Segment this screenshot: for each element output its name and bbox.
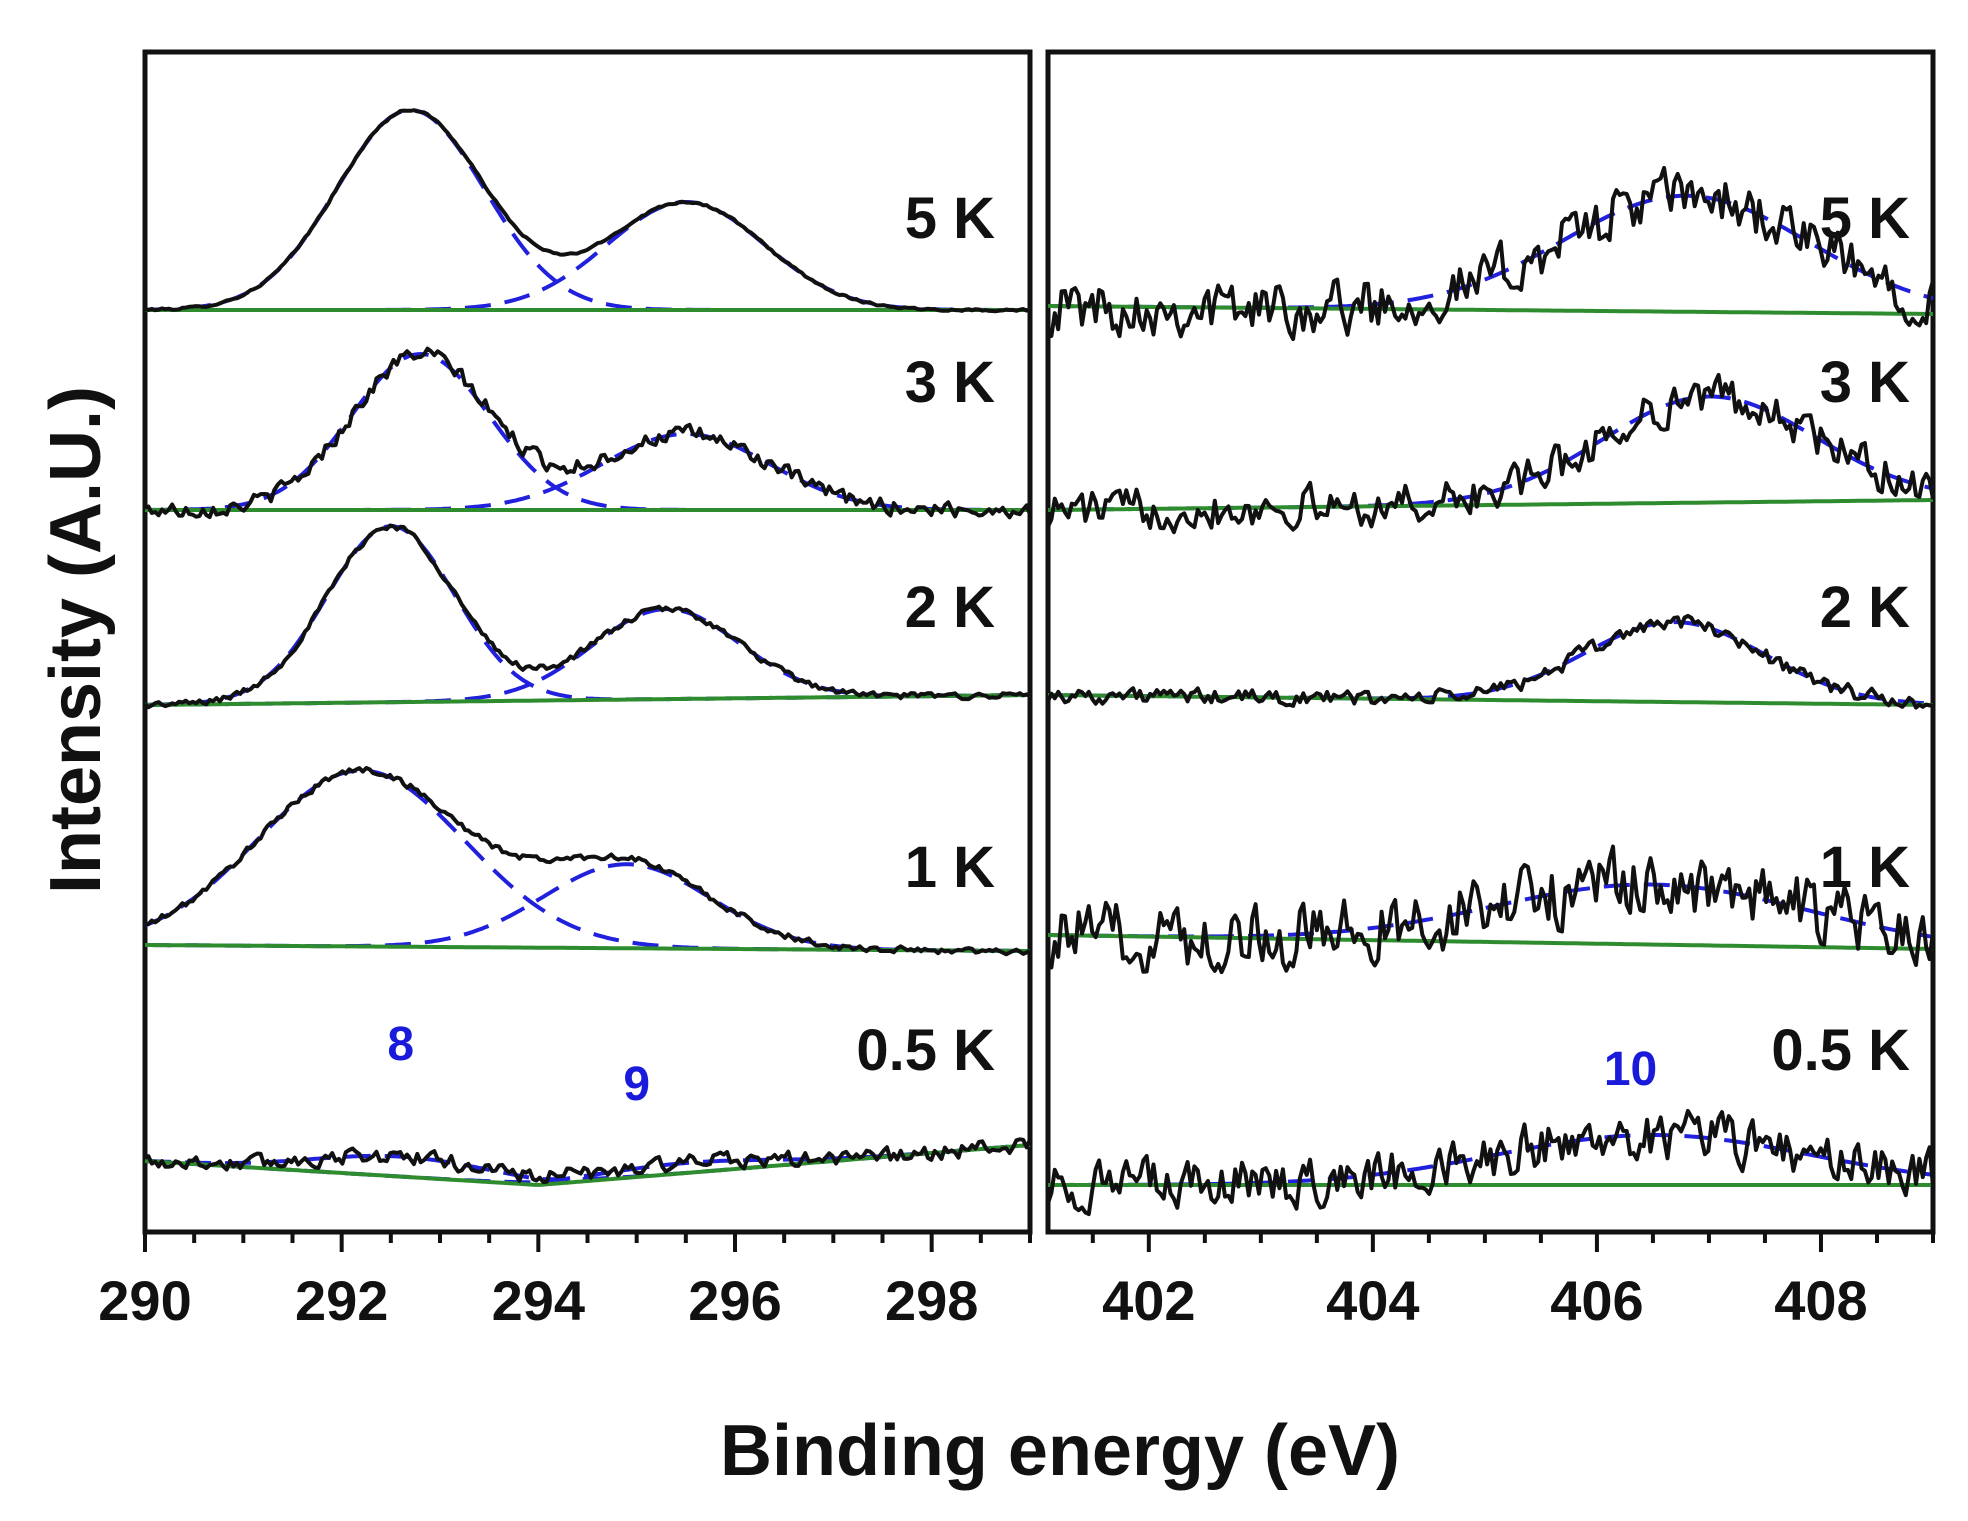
spectrum-line bbox=[1046, 1108, 1935, 1217]
peak-annotation: 8 bbox=[387, 1018, 414, 1071]
peak-annotation: 9 bbox=[623, 1058, 650, 1111]
fit-component-line bbox=[145, 607, 1030, 707]
baseline-line bbox=[1047, 933, 1934, 951]
spectrum-line bbox=[144, 766, 1031, 957]
fit-component-line bbox=[144, 524, 1030, 707]
spectrum-line bbox=[143, 523, 1031, 710]
fit-component-line bbox=[145, 199, 1030, 312]
spectrum-line bbox=[1046, 613, 1933, 710]
spectrum-line bbox=[144, 1137, 1032, 1184]
fit-component-line bbox=[1048, 193, 1934, 310]
spectrum-line bbox=[1046, 165, 1935, 342]
trace-label: 0.5 K bbox=[1771, 1018, 1910, 1083]
right-panel-frame bbox=[1045, 49, 1936, 1235]
spectrum-line bbox=[144, 346, 1032, 520]
trace-label: 1 K bbox=[1820, 835, 1910, 900]
baseline-line bbox=[144, 1143, 1031, 1187]
baseline-line bbox=[1048, 304, 1933, 316]
baseline-line bbox=[1048, 693, 1933, 707]
right-panel-plot: 402 404 406 408 5 K 3 K 2 K 1 K 0.5 K 10 bbox=[1046, 165, 1935, 1332]
trace-label: 3 K bbox=[1820, 350, 1910, 415]
x-tick-label: 292 bbox=[295, 1269, 388, 1332]
fit-component-line bbox=[145, 432, 1030, 512]
y-axis-title: Intensity (A.U.) bbox=[36, 386, 116, 894]
fit-component-line bbox=[145, 862, 1030, 953]
spectrum-line bbox=[144, 108, 1031, 314]
trace-label: 5 K bbox=[905, 186, 995, 251]
x-tick-label: 290 bbox=[98, 1269, 191, 1332]
trace-label: 3 K bbox=[905, 350, 995, 415]
spectrum-line bbox=[1046, 372, 1935, 535]
x-axis-title: Binding energy (eV) bbox=[720, 1411, 1400, 1491]
peak-annotation: 10 bbox=[1604, 1043, 1657, 1096]
x-tick-label: 408 bbox=[1774, 1269, 1867, 1332]
baseline-line bbox=[145, 693, 1030, 707]
trace-label: 5 K bbox=[1820, 186, 1910, 251]
x-tick-label: 404 bbox=[1326, 1269, 1419, 1332]
x-tick-label: 402 bbox=[1102, 1269, 1195, 1332]
x-tick-label: 296 bbox=[688, 1269, 781, 1332]
trace-label: 2 K bbox=[905, 575, 995, 640]
trace-label: 2 K bbox=[1820, 575, 1910, 640]
left-panel-plot: 290 292 294 296 298 5 K 3 K 2 K 1 K 0.5 K 8 9 bbox=[98, 107, 1032, 1332]
spectrum-line bbox=[1046, 844, 1935, 975]
trace-label: 1 K bbox=[905, 835, 995, 900]
x-tick-label: 406 bbox=[1550, 1269, 1643, 1332]
fit-component-line bbox=[144, 768, 1030, 953]
baseline-line bbox=[1048, 498, 1933, 512]
fit-component-line bbox=[144, 107, 1030, 312]
x-tick-label: 294 bbox=[492, 1269, 585, 1332]
x-tick-label: 298 bbox=[885, 1269, 978, 1332]
trace-label: 0.5 K bbox=[856, 1018, 995, 1083]
